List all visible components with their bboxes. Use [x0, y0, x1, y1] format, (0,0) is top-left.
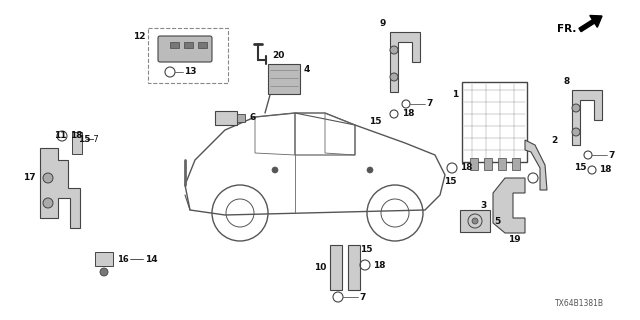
- Text: 15: 15: [444, 178, 456, 187]
- Text: 15: 15: [574, 164, 586, 172]
- Bar: [184, 42, 193, 48]
- Polygon shape: [40, 148, 80, 228]
- Text: 1: 1: [452, 90, 458, 99]
- Text: 17: 17: [24, 173, 36, 182]
- Bar: [237, 114, 245, 122]
- Bar: [198, 42, 207, 48]
- Bar: [148, 28, 228, 83]
- Text: 18: 18: [70, 132, 83, 140]
- Text: 18: 18: [599, 165, 611, 174]
- Polygon shape: [572, 90, 602, 145]
- Circle shape: [272, 167, 278, 173]
- Text: TX64B1381B: TX64B1381B: [555, 299, 604, 308]
- Text: 12: 12: [134, 32, 146, 41]
- Circle shape: [572, 128, 580, 136]
- Bar: [170, 42, 179, 48]
- Polygon shape: [390, 32, 420, 92]
- Text: 9: 9: [380, 19, 386, 28]
- FancyArrow shape: [579, 15, 602, 32]
- Circle shape: [472, 218, 478, 224]
- Text: 19: 19: [508, 236, 520, 244]
- Text: 18: 18: [460, 164, 472, 172]
- Text: 13: 13: [184, 68, 196, 76]
- Circle shape: [390, 73, 398, 81]
- Text: 7: 7: [359, 292, 365, 301]
- Text: 14: 14: [145, 254, 157, 263]
- Bar: [348, 245, 360, 290]
- Bar: [462, 82, 527, 162]
- Text: 15: 15: [360, 245, 372, 254]
- Text: 5: 5: [494, 217, 500, 226]
- Text: —7: —7: [86, 135, 100, 145]
- FancyBboxPatch shape: [158, 36, 212, 62]
- Bar: [498, 158, 506, 170]
- Text: 3: 3: [481, 202, 487, 211]
- Circle shape: [43, 198, 53, 208]
- Bar: [484, 158, 492, 170]
- Text: FR.: FR.: [557, 24, 576, 34]
- Bar: [268, 64, 300, 94]
- Bar: [95, 252, 113, 266]
- Text: 8: 8: [564, 77, 570, 86]
- Bar: [330, 245, 342, 290]
- Text: 15: 15: [369, 117, 382, 126]
- Text: 18: 18: [402, 109, 415, 118]
- Text: 6: 6: [249, 114, 255, 123]
- Text: 18: 18: [373, 260, 385, 269]
- Text: 4: 4: [304, 66, 310, 75]
- Bar: [460, 210, 490, 232]
- Text: 20: 20: [272, 52, 284, 60]
- Bar: [215, 111, 237, 125]
- Bar: [512, 158, 520, 170]
- Circle shape: [43, 173, 53, 183]
- Bar: [470, 158, 478, 170]
- Text: 7: 7: [608, 150, 614, 159]
- Circle shape: [367, 167, 373, 173]
- Polygon shape: [493, 178, 525, 233]
- Circle shape: [390, 46, 398, 54]
- Text: 11: 11: [54, 132, 67, 140]
- Text: 15: 15: [78, 135, 90, 145]
- Text: 7: 7: [426, 100, 433, 108]
- Polygon shape: [525, 140, 547, 190]
- Text: 10: 10: [314, 262, 326, 271]
- Circle shape: [572, 104, 580, 112]
- Circle shape: [100, 268, 108, 276]
- Text: 16: 16: [117, 254, 129, 263]
- Text: 2: 2: [551, 136, 557, 145]
- Bar: [72, 132, 82, 154]
